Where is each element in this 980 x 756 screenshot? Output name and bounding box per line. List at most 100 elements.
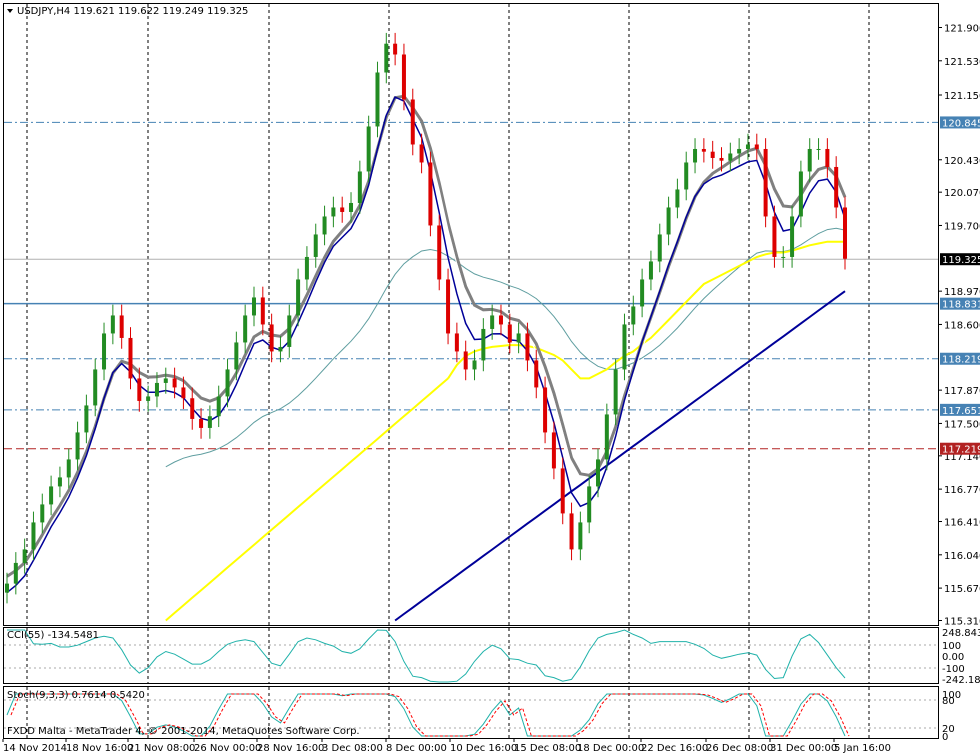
candle-body — [119, 315, 124, 338]
candle-body — [66, 459, 71, 478]
candle-body — [102, 333, 107, 370]
level-label-bg — [940, 352, 980, 365]
candle-body — [49, 486, 54, 505]
candle-body — [596, 459, 601, 487]
x-tick-label: 22 Dec 16:00 — [641, 743, 708, 754]
candle-body — [234, 342, 239, 370]
stoch-tick-label: 100 — [942, 690, 961, 701]
candle-body — [657, 234, 662, 262]
x-tick-label: 3 Dec 08:00 — [322, 743, 383, 754]
level-label-bg — [940, 116, 980, 129]
main-panel-frame — [3, 3, 939, 626]
candle-body — [322, 216, 327, 235]
candle-body — [287, 315, 292, 347]
candle-body — [825, 148, 830, 167]
stoch-label: Stoch(9,3,3) 0.7614 0.5420 — [7, 690, 145, 701]
candle-body — [843, 207, 847, 259]
y-tick-label: 116.410 — [944, 518, 980, 529]
candle-body — [146, 396, 151, 401]
y-tick-label: 118.600 — [944, 320, 980, 331]
x-tick-label: 26 Dec 08:00 — [706, 743, 773, 754]
level-label-bg — [940, 297, 980, 310]
candle-body — [534, 360, 539, 388]
ma-blue-long — [394, 290, 846, 622]
candle-body — [525, 333, 530, 361]
level-label-bg — [940, 403, 980, 416]
candle-body — [790, 216, 795, 257]
horizontal-levels — [4, 121, 938, 450]
candle-body — [190, 398, 195, 419]
dropdown-arrow-icon[interactable] — [7, 9, 13, 13]
y-tick-label: 117.870 — [944, 386, 980, 397]
candle-body — [648, 261, 653, 280]
candle-body — [622, 324, 627, 370]
cci-panel-frame — [3, 627, 939, 684]
candle-body — [710, 151, 715, 158]
level-label: 118.219 — [942, 355, 980, 366]
price-axis: 121.900 121.530 121.150 120.430 120.070 119.7… — [938, 24, 980, 628]
candle-body — [57, 477, 62, 487]
x-tick-label: 28 Nov 16:00 — [257, 743, 324, 754]
candle-body — [437, 225, 442, 280]
cci-tick-label: -100 — [942, 664, 965, 675]
level-labels: 120.845 119.325 118.831 118.219 117.651 117.2… — [940, 116, 980, 456]
candle-body — [419, 144, 424, 163]
ma-gray-line — [6, 94, 847, 578]
y-tick-label: 121.150 — [944, 91, 980, 102]
candle-body — [181, 387, 186, 399]
candle-body — [31, 522, 36, 550]
cci-tick-label: 0.00 — [942, 652, 964, 663]
y-tick-label: 116.040 — [944, 551, 980, 562]
candle-body — [481, 328, 486, 361]
candle-body — [207, 416, 212, 428]
y-tick-label: 118.970 — [944, 287, 980, 298]
cci-tick-label: 100 — [942, 641, 961, 652]
cci-label: CCI(55) -134.5481 — [7, 630, 99, 641]
candle-body — [719, 157, 724, 161]
candle-body — [304, 256, 309, 280]
candle-body — [560, 468, 565, 514]
candle-body — [366, 126, 371, 172]
ma-yellow-early — [165, 377, 449, 622]
candle-body — [375, 72, 380, 127]
candle-body — [340, 207, 345, 212]
candle-body — [472, 360, 477, 370]
y-tick-label: 115.670 — [944, 584, 980, 595]
candle-body — [781, 256, 786, 258]
candle-body — [225, 369, 230, 397]
candle-body — [349, 202, 354, 212]
candle-body — [401, 54, 406, 100]
candle-body — [807, 148, 812, 172]
cci-tick-label: -242.1832 — [942, 675, 980, 686]
candle-body — [22, 549, 27, 563]
x-tick-label: 31 Dec 00:00 — [770, 743, 837, 754]
ma-teal-line — [165, 227, 846, 468]
stoch-tick-label: 0 — [942, 732, 948, 743]
level-label-bg — [940, 253, 980, 266]
candle-body — [613, 369, 618, 415]
cci-tick-label: 248.8437 — [942, 628, 980, 639]
candle-body — [745, 144, 750, 149]
candle-body — [798, 171, 803, 217]
vertical-gridlines — [26, 4, 870, 738]
candle-body — [684, 162, 689, 190]
level-label: 117.219 — [942, 445, 980, 456]
candle-body — [728, 153, 733, 161]
candle-body — [40, 504, 45, 523]
candle-body — [543, 387, 548, 433]
candle-body — [551, 432, 556, 469]
candle-body — [172, 378, 177, 388]
candle-body — [75, 432, 80, 460]
candle-body — [701, 148, 706, 152]
candle-body — [199, 418, 204, 428]
y-tick-label: 116.770 — [944, 485, 980, 496]
candle-body — [251, 297, 256, 316]
stoch-tick-label: 20 — [942, 724, 955, 735]
cci-line — [7, 629, 846, 683]
candle-body — [163, 378, 168, 383]
candle-body — [463, 351, 468, 370]
candle-body — [498, 315, 503, 325]
